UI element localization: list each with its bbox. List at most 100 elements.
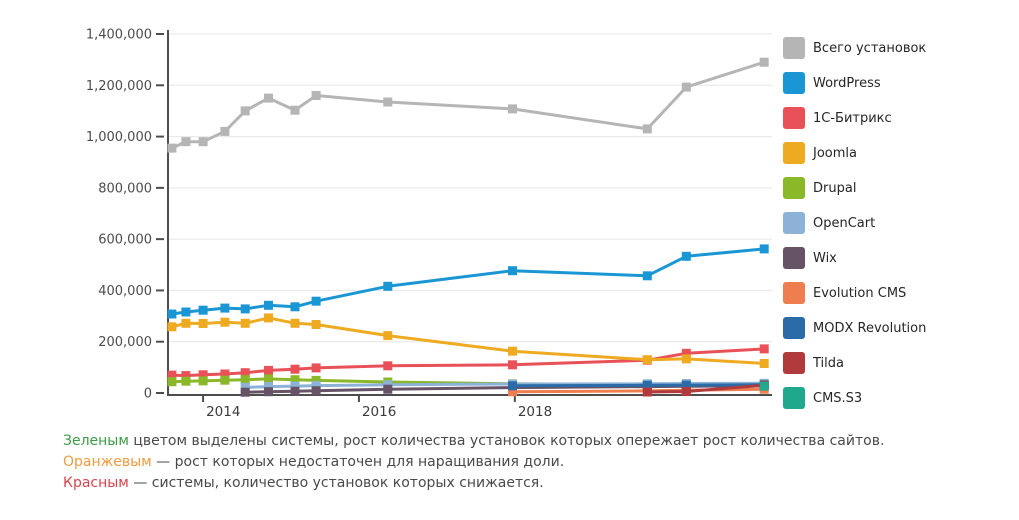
data-point-total[interactable] <box>264 93 273 103</box>
data-point-drupal[interactable] <box>181 376 191 386</box>
legend-item-label: CMS.S3 <box>813 390 863 406</box>
data-point-total[interactable] <box>220 126 230 136</box>
x-axis-label: 2016 <box>362 404 396 420</box>
data-point-wordpress[interactable] <box>642 271 652 281</box>
data-point-wordpress[interactable] <box>264 300 273 310</box>
data-point-total[interactable] <box>311 91 321 100</box>
data-point-wordpress[interactable] <box>220 303 230 313</box>
data-point-drupal[interactable] <box>220 375 230 385</box>
legend-swatch-icon <box>783 177 805 199</box>
data-point-tilda[interactable] <box>642 387 652 397</box>
data-point-total[interactable] <box>181 137 191 147</box>
legend-item-label: Joomla <box>813 145 857 161</box>
data-point-wix[interactable] <box>383 384 393 394</box>
data-point-modx-revolution[interactable] <box>508 381 517 391</box>
footnote-rest-1: — рост которых недостаточен для наращива… <box>151 454 565 470</box>
legend-item-cms-s3[interactable]: CMS.S3 <box>783 387 926 409</box>
legend-item-evolution-cms[interactable]: Evolution CMS <box>783 282 926 304</box>
data-point-total[interactable] <box>759 57 769 67</box>
legend-swatch-icon <box>783 387 805 409</box>
data-point-evolution-cms[interactable] <box>508 387 517 397</box>
data-point-drupal[interactable] <box>240 375 250 385</box>
data-point-bitrix[interactable] <box>167 370 177 380</box>
data-point-bitrix[interactable] <box>508 360 517 370</box>
y-axis-label: 1,200,000 <box>86 79 152 94</box>
data-point-joomla[interactable] <box>642 355 652 365</box>
legend-item-total[interactable]: Всего установок <box>783 37 926 59</box>
data-point-joomla[interactable] <box>311 320 321 329</box>
data-point-total[interactable] <box>508 104 517 114</box>
data-point-bitrix[interactable] <box>759 344 769 354</box>
data-point-opencart[interactable] <box>264 382 273 392</box>
data-point-wordpress[interactable] <box>290 302 300 312</box>
legend-item-opencart[interactable]: OpenCart <box>783 212 926 234</box>
data-point-wordpress[interactable] <box>681 251 691 261</box>
legend-swatch-icon <box>783 282 805 304</box>
data-point-joomla[interactable] <box>383 331 393 341</box>
data-point-bitrix[interactable] <box>311 363 321 373</box>
data-point-modx-revolution[interactable] <box>681 380 691 390</box>
data-point-drupal[interactable] <box>264 374 273 384</box>
data-point-drupal[interactable] <box>167 377 177 387</box>
data-point-joomla[interactable] <box>681 354 691 364</box>
data-point-bitrix[interactable] <box>383 361 393 371</box>
data-point-wordpress[interactable] <box>167 309 177 319</box>
legend-item-label: Evolution CMS <box>813 285 907 301</box>
data-point-joomla[interactable] <box>220 317 230 327</box>
data-point-total[interactable] <box>240 106 250 116</box>
data-point-joomla[interactable] <box>167 322 177 332</box>
legend-item-joomla[interactable]: Joomla <box>783 142 926 164</box>
data-point-wordpress[interactable] <box>383 281 393 291</box>
data-point-bitrix[interactable] <box>198 370 208 380</box>
data-point-wordpress[interactable] <box>240 304 250 314</box>
data-point-total[interactable] <box>167 143 177 153</box>
data-point-bitrix[interactable] <box>264 365 273 375</box>
legend-swatch-icon <box>783 37 805 59</box>
data-point-joomla[interactable] <box>198 319 208 328</box>
series-line-wordpress <box>171 247 765 316</box>
data-point-wix[interactable] <box>290 386 300 396</box>
data-point-joomla[interactable] <box>508 346 517 356</box>
footnote-term-1: Оранжевым <box>63 454 152 470</box>
data-point-joomla[interactable] <box>290 318 300 328</box>
legend-item-drupal[interactable]: Drupal <box>783 177 926 199</box>
data-point-drupal[interactable] <box>290 375 300 385</box>
data-point-bitrix[interactable] <box>181 371 191 381</box>
data-point-wordpress[interactable] <box>759 244 769 254</box>
data-point-opencart[interactable] <box>290 381 300 391</box>
legend-item-wix[interactable]: Wix <box>783 247 926 269</box>
data-point-wordpress[interactable] <box>311 296 321 306</box>
data-point-opencart[interactable] <box>311 381 321 391</box>
data-point-wordpress[interactable] <box>508 266 517 276</box>
data-point-joomla[interactable] <box>240 318 250 328</box>
data-point-opencart[interactable] <box>240 382 250 392</box>
data-point-wix[interactable] <box>240 387 250 397</box>
data-point-joomla[interactable] <box>759 359 769 368</box>
data-point-wix[interactable] <box>311 386 321 396</box>
legend-item-wordpress[interactable]: WordPress <box>783 72 926 94</box>
data-point-bitrix[interactable] <box>240 368 250 378</box>
data-point-drupal[interactable] <box>198 376 208 386</box>
data-point-tilda[interactable] <box>681 387 691 396</box>
legend-item-bitrix[interactable]: 1С-Битрикс <box>783 107 926 129</box>
data-point-joomla[interactable] <box>264 313 273 323</box>
data-point-modx-revolution[interactable] <box>642 380 652 390</box>
data-point-total[interactable] <box>383 97 393 107</box>
data-point-total[interactable] <box>681 82 691 92</box>
data-point-total[interactable] <box>642 124 652 134</box>
data-point-total[interactable] <box>198 137 208 147</box>
legend-item-tilda[interactable]: Tilda <box>783 352 926 374</box>
data-point-total[interactable] <box>290 105 300 115</box>
legend-item-modx-revolution[interactable]: MODX Revolution <box>783 317 926 339</box>
data-point-cms-s3[interactable] <box>759 381 769 391</box>
data-point-bitrix[interactable] <box>220 369 230 379</box>
chart-footnotes: Зеленым цветом выделены системы, рост ко… <box>63 431 884 494</box>
data-point-bitrix[interactable] <box>681 348 691 358</box>
data-point-wordpress[interactable] <box>181 307 191 317</box>
data-point-joomla[interactable] <box>181 318 191 328</box>
data-point-wix[interactable] <box>264 387 273 397</box>
data-point-wordpress[interactable] <box>198 305 208 315</box>
data-point-bitrix[interactable] <box>290 364 300 374</box>
legend-swatch-icon <box>783 247 805 269</box>
data-point-drupal[interactable] <box>311 375 321 385</box>
